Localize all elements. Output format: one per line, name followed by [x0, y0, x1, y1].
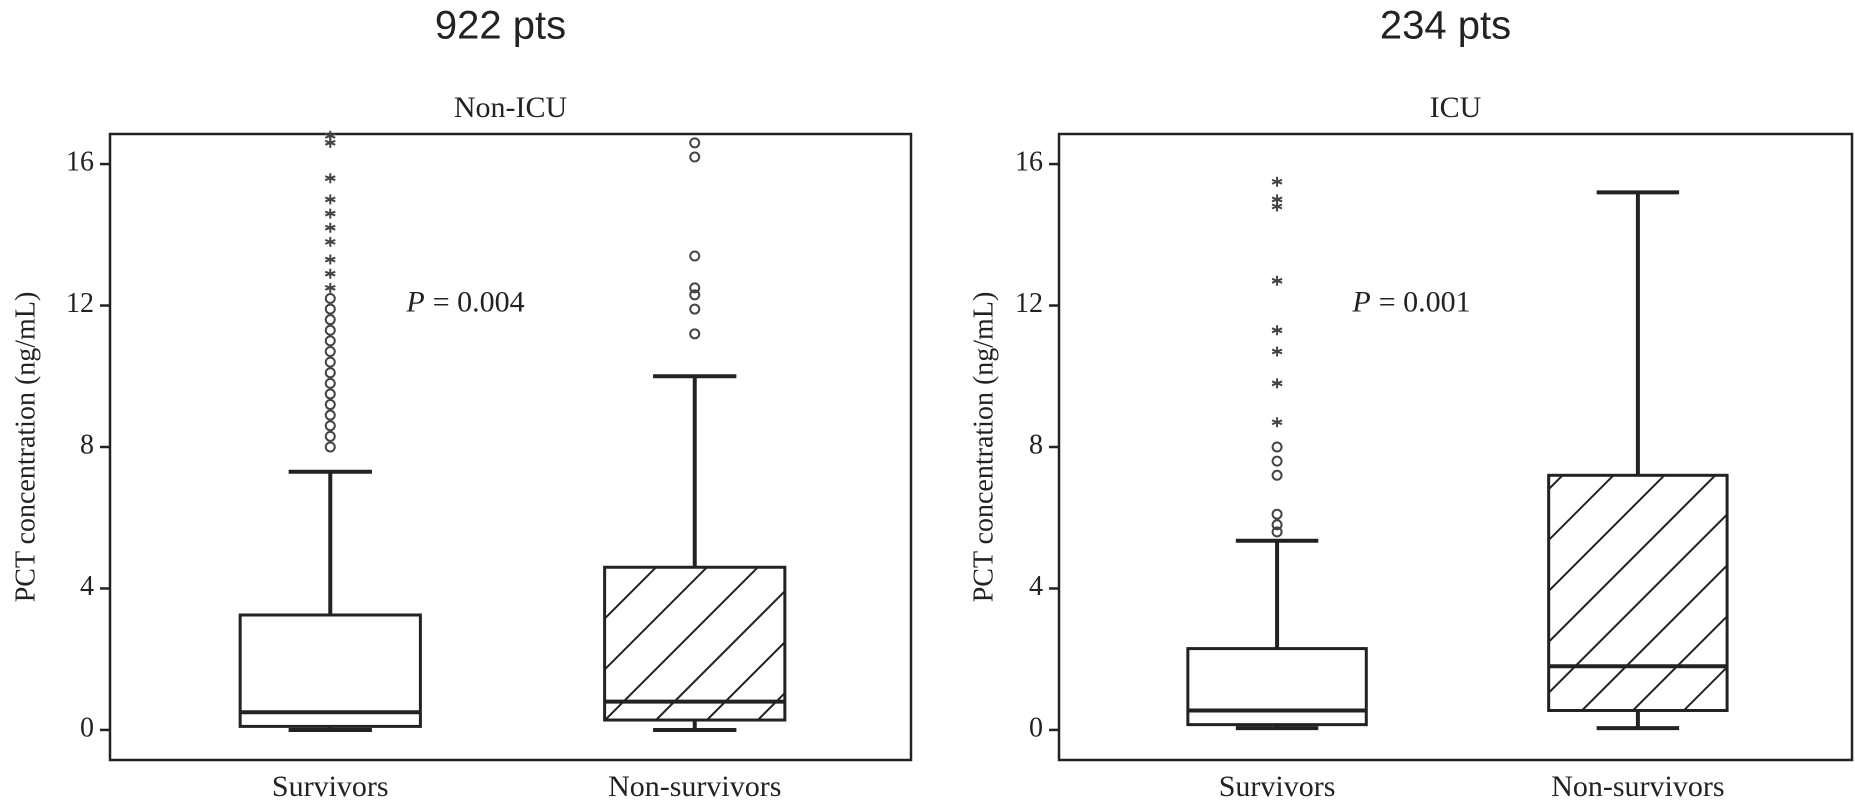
- extreme: [324, 173, 336, 184]
- outlier: [1271, 519, 1283, 531]
- annotation-symbol: P: [405, 285, 424, 318]
- outlier: [324, 430, 336, 442]
- outlier: [324, 377, 336, 389]
- outlier: [689, 151, 701, 163]
- panel-header: 922 pts: [435, 4, 566, 48]
- y-axis-label: PCT concentration (ng/mL): [968, 292, 999, 603]
- annotation: P = 0.001: [1351, 285, 1470, 318]
- extreme: [324, 254, 336, 265]
- outlier: [324, 356, 336, 368]
- outlier: [689, 289, 701, 301]
- y-tick-label: 0: [1029, 712, 1043, 743]
- y-tick-label: 8: [1029, 429, 1043, 460]
- annotation: P = 0.004: [405, 285, 524, 318]
- plot-frame: [1057, 132, 1854, 762]
- chart-title: ICU: [1430, 91, 1482, 124]
- extreme: [324, 130, 336, 141]
- outlier: [689, 328, 701, 340]
- box: [1186, 647, 1368, 727]
- y-tick-label: 4: [80, 571, 94, 602]
- extreme: [324, 208, 336, 219]
- panel-header: 234 pts: [1380, 4, 1511, 48]
- y-tick-label: 16: [1015, 146, 1043, 177]
- outlier: [689, 282, 701, 294]
- outlier: [689, 303, 701, 315]
- y-tick-label: 12: [1015, 288, 1043, 319]
- outlier: [1271, 469, 1283, 481]
- extreme: [1271, 325, 1283, 336]
- x-tick-label: Non-survivors: [1551, 770, 1724, 803]
- y-tick-label: 4: [1029, 571, 1043, 602]
- y-tick-label: 12: [66, 288, 94, 319]
- x-tick-label: Survivors: [1219, 770, 1336, 803]
- box: [1547, 473, 1729, 712]
- outlier: [324, 292, 336, 304]
- plot-frame: [108, 132, 913, 762]
- extreme: [1271, 378, 1283, 389]
- y-tick-label: 16: [66, 146, 94, 177]
- x-tick-label: Non-survivors: [608, 770, 781, 803]
- extreme: [324, 222, 336, 233]
- extreme: [1271, 417, 1283, 428]
- chart-title: Non-ICU: [454, 91, 568, 124]
- y-axis-label: PCT concentration (ng/mL): [10, 292, 41, 603]
- outlier: [324, 388, 336, 400]
- extreme: [1271, 176, 1283, 187]
- annotation-symbol: P: [1351, 285, 1370, 318]
- box: [238, 613, 422, 728]
- outlier: [324, 346, 336, 358]
- outlier: [324, 409, 336, 421]
- annotation-value: = 0.004: [433, 285, 525, 318]
- outlier: [1271, 441, 1283, 453]
- y-tick-label: 8: [80, 429, 94, 460]
- outlier: [1271, 508, 1283, 520]
- box: [603, 565, 787, 722]
- outlier: [324, 335, 336, 347]
- extreme: [324, 268, 336, 279]
- outlier: [689, 250, 701, 262]
- outlier: [324, 324, 336, 336]
- outlier: [324, 399, 336, 411]
- outlier: [324, 420, 336, 432]
- extreme: [1271, 194, 1283, 205]
- outlier: [324, 303, 336, 315]
- outlier: [324, 441, 336, 453]
- y-tick-label: 0: [80, 712, 94, 743]
- extreme: [1271, 275, 1283, 286]
- outlier: [1271, 455, 1283, 467]
- outlier: [689, 137, 701, 149]
- extreme: [1271, 346, 1283, 357]
- outlier: [324, 367, 336, 379]
- outlier: [324, 314, 336, 326]
- annotation-value: = 0.001: [1379, 285, 1471, 318]
- outlier: [1271, 526, 1283, 538]
- x-tick-label: Survivors: [272, 770, 389, 803]
- extreme: [324, 236, 336, 247]
- extreme: [324, 194, 336, 205]
- extreme: [324, 282, 336, 293]
